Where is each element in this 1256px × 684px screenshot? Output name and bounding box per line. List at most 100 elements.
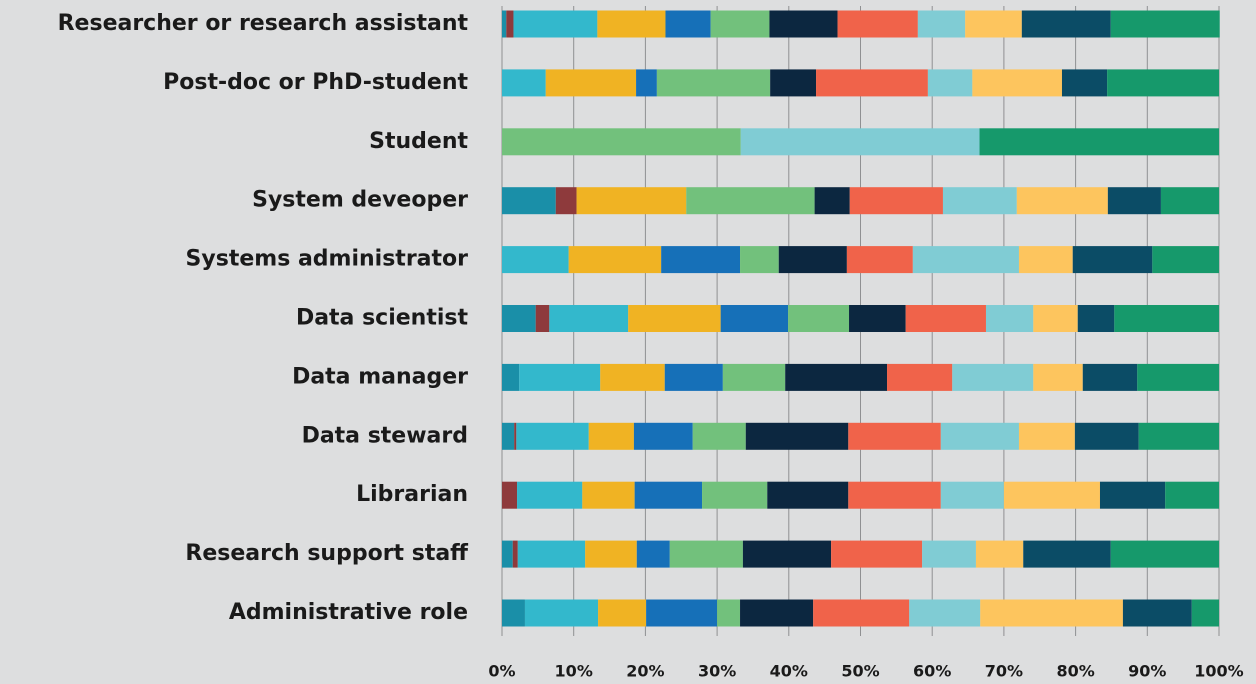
y-tick-label: System deveoper — [252, 188, 468, 213]
bar-segment — [524, 599, 599, 627]
bar-segment — [656, 69, 771, 97]
y-tick-label: Data manager — [292, 364, 468, 389]
bar-segment — [1107, 69, 1219, 97]
x-tick-label: 80% — [1056, 662, 1094, 681]
bar-segment — [912, 246, 1019, 274]
bar-segment — [1165, 481, 1219, 509]
bar-segment — [576, 187, 687, 215]
bar-segment — [513, 10, 598, 38]
bar-segment — [502, 128, 741, 156]
bar-segment — [517, 481, 583, 509]
bar-segment — [1191, 599, 1219, 627]
bar-segment — [940, 422, 1019, 450]
y-tick-label: Librarian — [356, 482, 468, 507]
bar-segment — [849, 187, 943, 215]
bar-segment — [634, 481, 703, 509]
bar-segment — [582, 481, 635, 509]
y-tick-label: Student — [369, 129, 468, 154]
bar-segment — [972, 69, 1062, 97]
bar-segment — [788, 305, 850, 332]
bar-segment — [502, 540, 513, 568]
bar-segment — [745, 422, 849, 450]
bar-segment — [1152, 246, 1219, 274]
y-tick-label: Research support staff — [185, 541, 469, 566]
x-tick-label: 30% — [698, 662, 736, 681]
y-tick-label: Administrative role — [229, 600, 468, 625]
bar-segment — [778, 246, 847, 274]
bar-segment — [502, 246, 569, 274]
bar-segment — [905, 305, 986, 332]
bar-segment — [1018, 422, 1075, 450]
bar-segment — [1074, 422, 1139, 450]
bar-segment — [1082, 363, 1138, 391]
bar-segment — [740, 246, 779, 274]
bar-segment — [516, 422, 589, 450]
y-tick-label: Post-doc or PhD-student — [163, 70, 468, 95]
bar-segment — [1018, 246, 1073, 274]
bar-segment — [502, 305, 536, 332]
bar-segment — [979, 128, 1219, 156]
bar-segment — [1122, 599, 1192, 627]
x-tick-label: 20% — [626, 662, 664, 681]
bar-segment — [502, 363, 520, 391]
bar-segment — [1077, 305, 1115, 332]
bar-segment — [922, 540, 976, 568]
bar-segment — [661, 246, 741, 274]
bar-segment — [816, 69, 928, 97]
x-tick-label: 60% — [913, 662, 951, 681]
bar-segment — [555, 187, 577, 215]
bar-segment — [502, 599, 525, 627]
bar-segment — [831, 540, 923, 568]
bar-segment — [785, 363, 888, 391]
bar-segment — [1021, 10, 1111, 38]
bar-segment — [1099, 481, 1166, 509]
bar-segment — [767, 481, 849, 509]
bar-segment — [846, 246, 913, 274]
y-tick-label: Data steward — [302, 423, 468, 448]
bar-segment — [849, 305, 906, 332]
bar-segment — [722, 363, 786, 391]
bar-segment — [952, 363, 1034, 391]
bar-segment — [717, 599, 741, 627]
bar-segment — [664, 363, 723, 391]
bar-segment — [633, 422, 693, 450]
x-tick-label: 40% — [770, 662, 808, 681]
bar-segment — [636, 540, 670, 568]
bar-segment — [692, 422, 746, 450]
bar-segment — [710, 10, 770, 38]
bar-segment — [585, 540, 637, 568]
y-tick-label: Systems administrator — [186, 247, 469, 272]
y-tick-label: Researcher or research assistant — [58, 11, 469, 36]
x-tick-label: 10% — [555, 662, 593, 681]
bar-segment — [636, 69, 657, 97]
bar-segment — [646, 599, 718, 627]
bar-segment — [740, 599, 814, 627]
bar-segment — [506, 10, 514, 38]
x-tick-label: 50% — [841, 662, 879, 681]
x-tick-label: 0% — [488, 662, 515, 681]
bar-segment — [1016, 187, 1108, 215]
bar-segment — [975, 540, 1024, 568]
bar-segment — [665, 10, 711, 38]
bar-segment — [927, 69, 973, 97]
bar-segment — [742, 540, 832, 568]
bar-segment — [848, 422, 941, 450]
y-tick-label: Data scientist — [296, 306, 469, 331]
bar-segment — [1023, 540, 1111, 568]
bar-segment — [909, 599, 981, 627]
bar-segment — [980, 599, 1123, 627]
bar-segment — [549, 305, 629, 332]
bar-segment — [598, 599, 647, 627]
bar-segment — [568, 246, 662, 274]
bar-segment — [940, 481, 1004, 509]
bar-segment — [514, 422, 517, 450]
bar-segment — [720, 305, 789, 332]
bar-segment — [535, 305, 550, 332]
bar-segment — [669, 540, 743, 568]
bar-segment — [985, 305, 1034, 332]
bar-segment — [686, 187, 815, 215]
bar-segment — [1003, 481, 1100, 509]
bar-segment — [600, 363, 665, 391]
bar-segment — [837, 10, 918, 38]
